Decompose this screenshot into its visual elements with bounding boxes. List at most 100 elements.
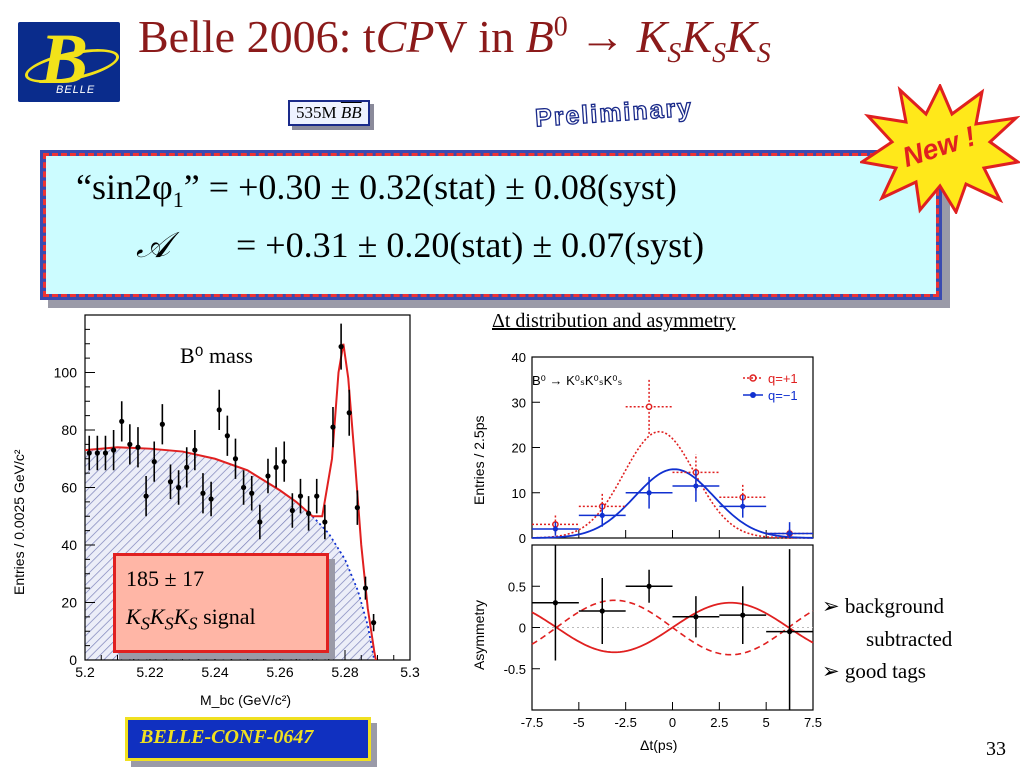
mass-ytick-label: 80 [61, 422, 77, 438]
logo-text: BELLE [56, 84, 96, 96]
slide-title: Belle 2006: tCPV in B0 → KSKSKS [138, 10, 771, 70]
asym-data-point [625, 569, 673, 603]
title-sub3: S [756, 38, 771, 70]
asym-xlabel: Δt(ps) [640, 737, 677, 753]
dt-marker-open [645, 403, 653, 411]
mass-data-point [314, 478, 320, 514]
dt-point-qminus [578, 504, 626, 527]
note-subtracted: subtracted [866, 626, 953, 651]
mass-data-point [119, 401, 125, 442]
title-b-sup: 0 [553, 11, 568, 43]
mass-data-point [86, 435, 92, 471]
dt-legend: q=+1 q=−1 [743, 371, 798, 403]
title-k3: K [726, 11, 757, 62]
sig-word: signal [197, 604, 256, 629]
mass-point-marker [94, 450, 100, 456]
mass-data-point [224, 415, 230, 456]
dt-plot-title: Δt distribution and asymmetry [492, 310, 736, 332]
sin2phi1-result: “sin2φ1” = +0.30 ± 0.32(stat) ± 0.08(sys… [76, 166, 677, 213]
mass-point-marker [119, 418, 125, 424]
legend-qplus: q=+1 [768, 371, 798, 386]
mass-data-point [346, 389, 352, 436]
mass-data-point [102, 435, 109, 471]
mass-point-marker [86, 450, 92, 456]
dt-marker-filled [693, 483, 699, 489]
mass-xtick-label: 5.3 [400, 664, 420, 680]
asym-marker [740, 612, 746, 618]
mass-data-point [297, 478, 304, 514]
mass-point-marker [135, 444, 141, 450]
mass-plot-annotation: B⁰ mass [180, 343, 253, 368]
mass-data-point [354, 490, 360, 525]
mass-ytick-label: 20 [61, 595, 77, 611]
dt-marker-filled [646, 490, 652, 496]
mass-data-point [306, 496, 312, 531]
dt-point-qminus [766, 522, 813, 538]
asym-xtick-label: -2.5 [614, 715, 636, 730]
mass-data-point [338, 323, 344, 370]
asym-data-point [719, 586, 767, 644]
dt-marker-filled [740, 503, 746, 509]
mass-data-point [94, 435, 100, 471]
title-sub2: S [712, 38, 727, 70]
dt-ytick-label: 10 [512, 486, 526, 501]
asym-marker [599, 608, 605, 614]
mass-data-point [257, 504, 263, 540]
dt-fit-qminus [531, 468, 814, 539]
mass-data-point [111, 430, 117, 471]
mass-point-marker [184, 464, 190, 470]
mass-point-marker [314, 493, 320, 499]
sample-bb: BB [340, 103, 362, 122]
title-prefix: Belle 2006: t [138, 11, 376, 62]
belle-logo: B BELLE [18, 19, 122, 102]
asym-xtick-label: -7.5 [521, 715, 543, 730]
title-arrow: → [567, 11, 637, 62]
mass-data-point [216, 389, 222, 430]
asym-ylabel: Asymmetry [471, 600, 487, 670]
dt-point-qplus [625, 379, 673, 434]
mass-xtick-label: 5.24 [201, 664, 228, 680]
mass-point-marker [127, 441, 133, 447]
sig-sub2: S [164, 613, 174, 634]
title-k2: K [681, 11, 713, 62]
sig-k1: K [126, 604, 141, 629]
mass-data-point [371, 614, 377, 632]
mass-xtick-label: 5.28 [331, 664, 358, 680]
dt-ytick-label: 40 [512, 350, 526, 365]
mass-point-marker [265, 473, 271, 479]
mass-data-point [192, 430, 198, 471]
signal-yield: 185 ± 17 [126, 566, 205, 591]
dt-ytick-label: 30 [512, 395, 526, 410]
mass-point-marker [159, 421, 165, 427]
mass-data-point [265, 458, 271, 494]
mass-data-point [322, 504, 328, 540]
asym-xtick-label: 0 [669, 715, 676, 730]
asym-marker [786, 629, 793, 635]
title-b: B [525, 11, 554, 62]
mass-point-marker [289, 507, 295, 514]
mass-point-marker [354, 505, 360, 511]
mass-data-point [330, 407, 336, 448]
mass-point-marker [192, 447, 198, 453]
asym-xtick-label: 2.5 [710, 715, 728, 730]
mass-data-point [143, 476, 149, 517]
mass-point-marker [111, 447, 117, 453]
mass-point-marker [249, 490, 255, 496]
dt-annotation: B⁰ → K⁰ₛK⁰ₛK⁰ₛ [532, 373, 622, 388]
results-box: “sin2φ1” = +0.30 ± 0.32(stat) ± 0.08(sys… [40, 150, 942, 300]
mass-point-marker [322, 519, 328, 525]
mass-point-marker [151, 459, 157, 465]
title-cp: CP [375, 11, 435, 62]
mass-data-point [176, 470, 182, 505]
mass-point-marker [102, 450, 109, 456]
dt-point-qminus [532, 522, 579, 536]
mass-point-marker [371, 620, 377, 626]
sin2phi1-sub: 1 [172, 187, 184, 213]
asymmetry-label: 𝒜 [136, 225, 171, 265]
asym-marker [693, 614, 699, 620]
dt-marker-filled [599, 512, 605, 518]
dt-ytick-label: 20 [512, 441, 526, 456]
preliminary-label: Preliminary [534, 93, 695, 133]
mass-ytick-label: 100 [54, 365, 78, 381]
mass-data-point [135, 427, 141, 468]
